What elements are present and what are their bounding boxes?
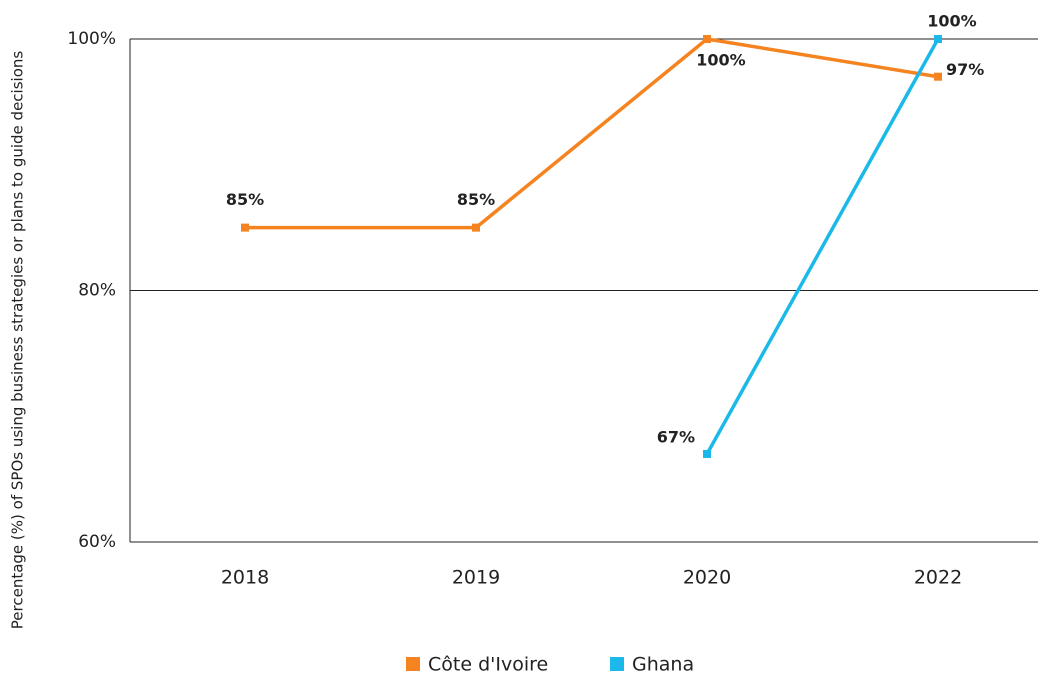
point-marker <box>934 35 942 43</box>
x-tick-label: 2022 <box>914 567 962 589</box>
y-axis-title: Percentage (%) of SPOs using business st… <box>9 51 27 630</box>
legend-label: Côte d'Ivoire <box>428 654 548 676</box>
x-tick-label: 2019 <box>452 567 500 589</box>
data-label: 100% <box>927 12 976 31</box>
y-tick-label: 100% <box>67 29 116 49</box>
point-marker <box>703 35 711 43</box>
series-line <box>245 37 939 230</box>
data-label: 100% <box>696 51 745 70</box>
x-tick-label: 2020 <box>683 567 731 589</box>
point-marker <box>703 449 711 458</box>
legend-swatch <box>406 657 420 671</box>
data-label: 67% <box>657 427 695 446</box>
data-label: 97% <box>946 60 984 79</box>
series-line <box>705 38 940 455</box>
y-tick-label: 80% <box>78 281 116 301</box>
y-tick-label: 60% <box>78 532 116 552</box>
legend-label: Ghana <box>632 654 694 676</box>
x-tick-label: 2018 <box>221 567 269 589</box>
point-marker <box>472 223 480 232</box>
data-label: 85% <box>457 190 495 209</box>
point-marker <box>934 72 942 81</box>
data-label: 85% <box>226 190 264 209</box>
legend-swatch <box>610 657 624 671</box>
point-marker <box>241 223 249 232</box>
